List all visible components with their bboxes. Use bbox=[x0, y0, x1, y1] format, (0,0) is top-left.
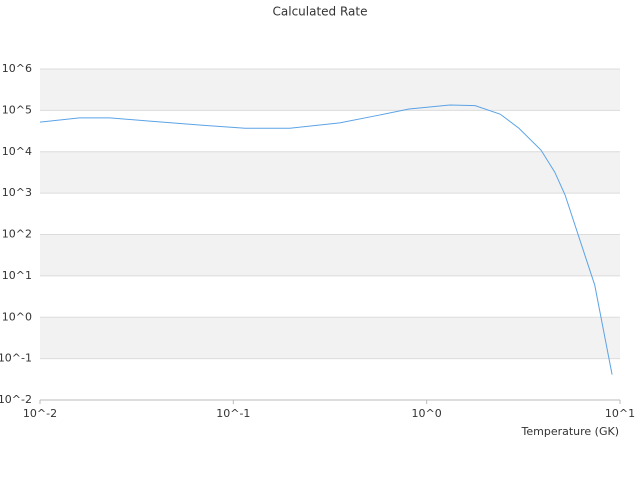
x-axis-label: Temperature (GK) bbox=[521, 425, 620, 438]
y-tick-label: 10^-1 bbox=[0, 352, 32, 365]
x-tick-label: 10^0 bbox=[412, 407, 442, 420]
y-tick-label: 10^2 bbox=[2, 228, 32, 241]
y-tick-label: 10^1 bbox=[2, 269, 32, 282]
x-tick-label: 10^1 bbox=[605, 407, 635, 420]
band bbox=[40, 234, 620, 276]
y-tick-label: 10^3 bbox=[2, 186, 32, 199]
y-tick-label: 10^5 bbox=[2, 103, 32, 116]
y-tick-label: 10^-2 bbox=[0, 393, 32, 406]
y-tick-label: 10^4 bbox=[2, 145, 32, 158]
chart-title: Calculated Rate bbox=[273, 5, 368, 19]
y-tick-label: 10^6 bbox=[2, 62, 32, 75]
band bbox=[40, 151, 620, 194]
band bbox=[40, 69, 620, 111]
line bbox=[39, 104, 613, 375]
x-tick-label: 10^-1 bbox=[216, 407, 250, 420]
band bbox=[40, 317, 620, 359]
x-tick-label: 10^-2 bbox=[23, 407, 57, 420]
y-tick-label: 10^0 bbox=[2, 310, 32, 323]
